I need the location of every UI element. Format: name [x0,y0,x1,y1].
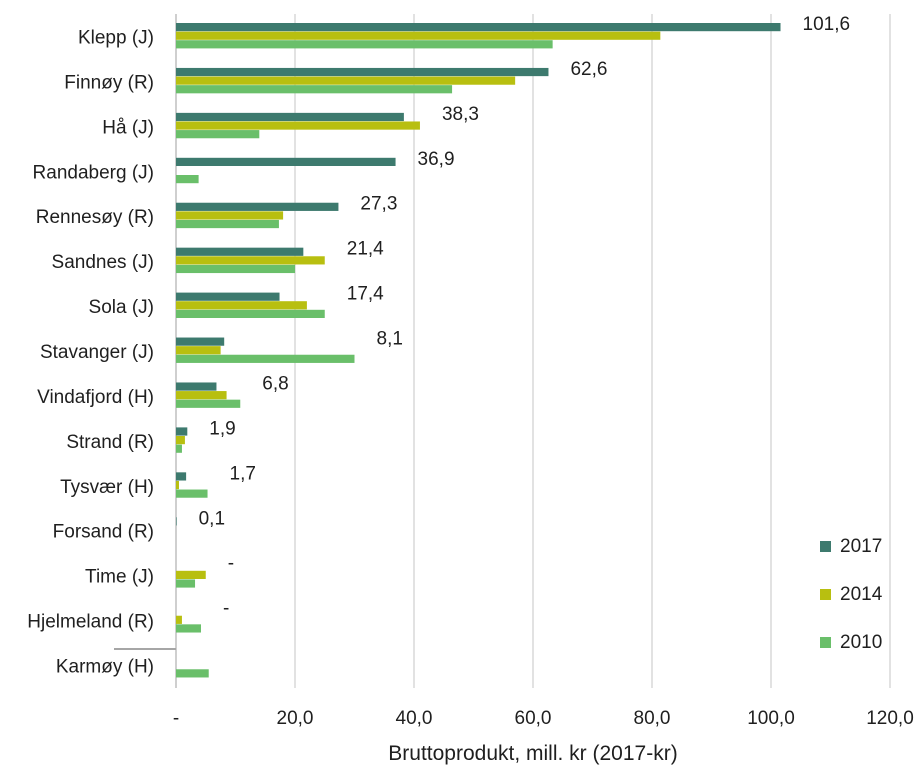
data-label: 36,9 [418,149,455,170]
category-label: Hå (J) [102,117,154,138]
legend-swatch-2010 [820,637,831,648]
bar-2010 [176,624,201,633]
bar-2014 [176,480,179,490]
legend-swatch-2014 [820,589,831,600]
bar-2010 [176,175,199,184]
category-label: Finnøy (R) [64,72,154,93]
bar-2017 [176,517,177,526]
data-label: 0,1 [199,508,225,529]
legend-label-2014: 2014 [840,584,883,605]
data-label: 27,3 [360,194,397,215]
x-tick-label: 40,0 [396,708,433,729]
bar-2010 [176,489,208,498]
data-label: 21,4 [347,239,384,260]
bar-2010 [176,309,325,318]
bar-2014 [176,76,516,85]
bar-2010 [176,219,279,229]
category-label: Randaberg (J) [33,162,154,183]
data-label: 6,8 [262,373,288,394]
legend-label-2017: 2017 [840,536,882,557]
x-tick-label: 80,0 [634,708,671,729]
bar-2014 [176,301,307,310]
category-label: Forsand (R) [53,522,154,543]
x-tick-label: 100,0 [747,708,795,729]
bar-2010 [176,354,355,363]
legend-label-2010: 2010 [840,632,882,653]
bar-2014 [176,31,661,40]
bar-2010 [176,669,209,678]
bar-2014 [176,256,325,265]
category-label: Sandnes (J) [52,252,154,273]
category-label: Tysvær (H) [60,477,154,498]
bar-2014 [176,615,182,624]
bar-2017 [176,337,225,346]
bar-2017 [176,292,280,301]
category-label: Vindafjord (H) [37,387,154,408]
category-label: Sola (J) [89,297,154,318]
bar-2010 [176,130,260,139]
bar-2010 [176,264,295,274]
bar-2017 [176,23,781,32]
bar-2010 [176,40,553,49]
data-label: - [228,553,234,574]
bar-2017 [176,382,217,391]
category-label: Klepp (J) [78,27,154,48]
bar-2014 [176,121,420,130]
bar-2014 [176,436,185,445]
bar-2017 [176,112,404,122]
x-tick-label: 20,0 [277,708,314,729]
category-label: Karmøy (H) [56,657,154,678]
bar-2010 [176,444,182,453]
data-label: - [223,598,229,619]
x-tick-label: - [173,708,179,729]
bar-2017 [176,67,549,77]
category-label: Hjelmeland (R) [27,612,154,633]
category-label: Stavanger (J) [40,342,154,363]
data-label: 1,9 [209,418,235,439]
category-label: Rennesøy (R) [36,207,154,228]
bar-2017 [176,157,396,166]
x-tick-label: 60,0 [515,708,552,729]
bar-2017 [176,472,187,481]
legend-swatch-2017 [820,541,831,552]
bar-2017 [176,202,339,211]
bar-2014 [176,570,206,579]
bar-2017 [176,247,304,256]
bar-2014 [176,346,221,355]
bar-2014 [176,211,284,220]
data-label: 101,6 [803,14,851,35]
bar-2014 [176,391,227,400]
bar-2010 [176,399,241,408]
data-label: 1,7 [230,463,256,484]
bar-2010 [176,579,196,588]
bar-2017 [176,427,188,436]
x-axis-title: Bruttoprodukt, mill. kr (2017-kr) [388,742,677,765]
data-label: 38,3 [442,104,479,125]
x-tick-label: 120,0 [866,708,914,729]
data-label: 62,6 [570,59,607,80]
category-label: Time (J) [85,567,154,588]
category-label: Strand (R) [66,432,154,453]
bar-2010 [176,85,453,94]
data-label: 8,1 [377,329,403,350]
data-label: 17,4 [347,284,384,305]
